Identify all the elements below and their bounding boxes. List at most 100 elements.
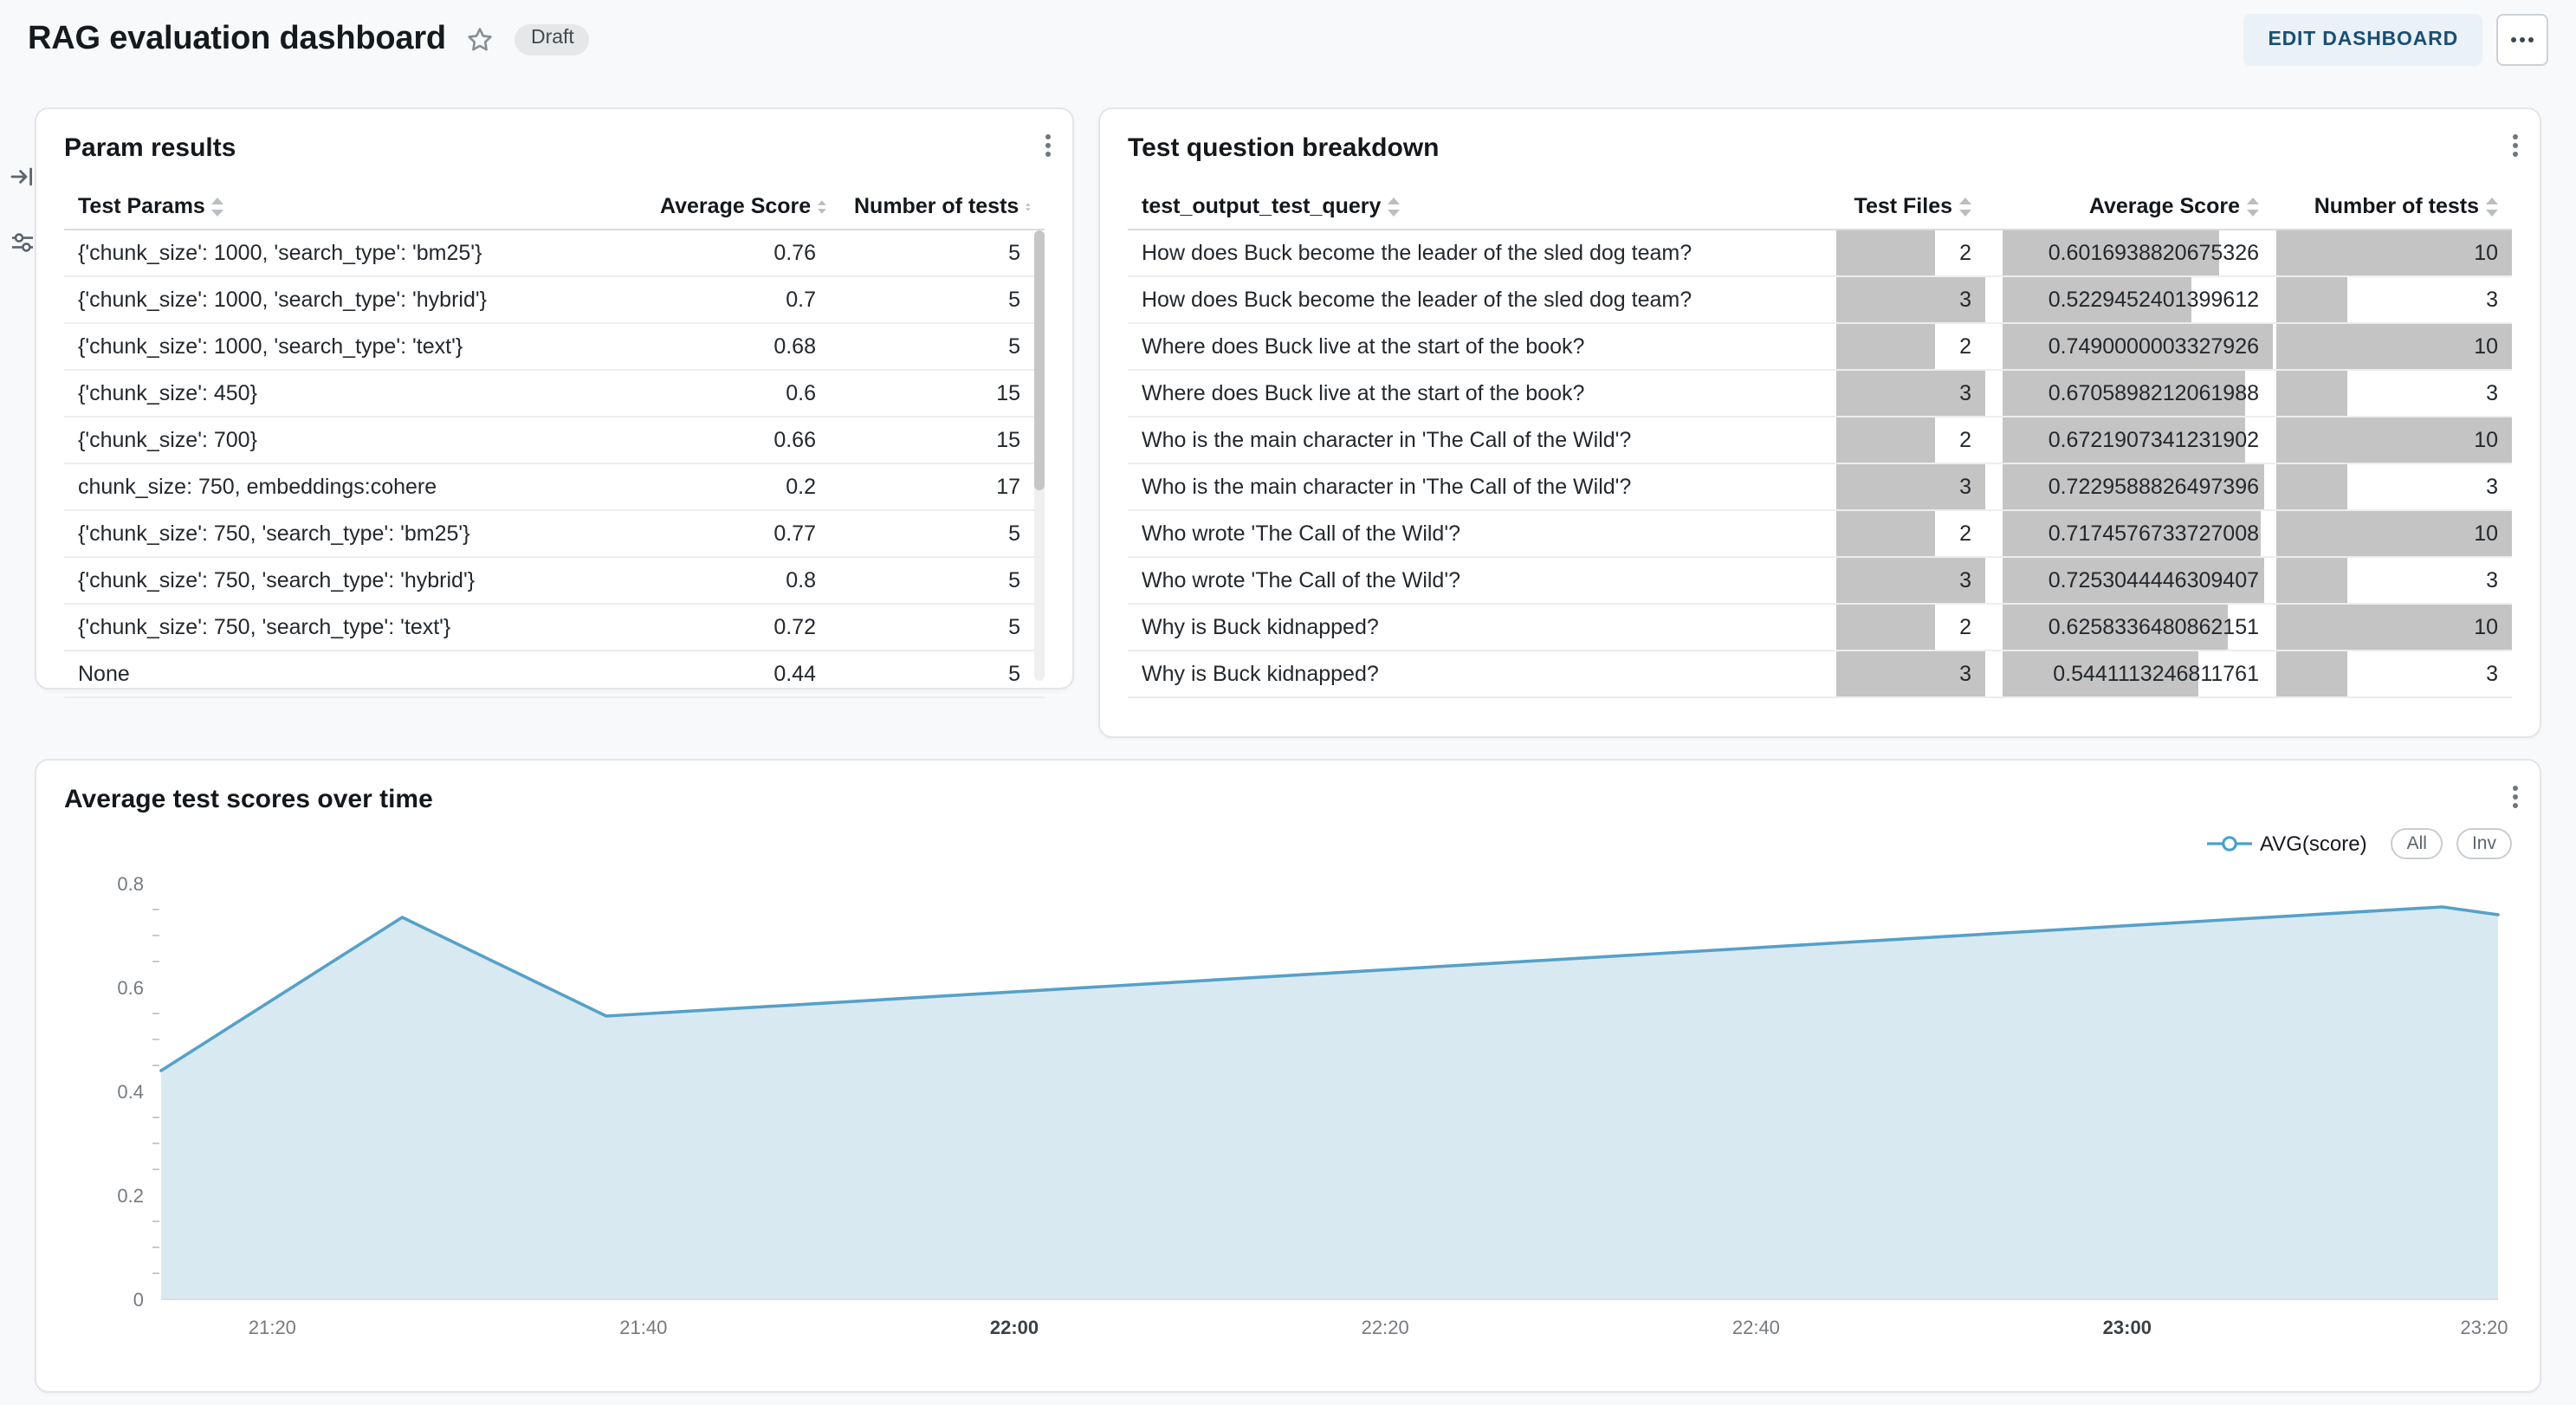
column-header-average-score[interactable]: Average Score	[646, 184, 840, 229]
column-header-test-params[interactable]: Test Params	[64, 184, 646, 229]
column-header-test-files[interactable]: Test Files	[1833, 184, 1985, 229]
cell-value: 2	[1959, 521, 1971, 546]
table-row: How does Buck become the leader of the s…	[1128, 230, 2512, 277]
cell-number-of-tests: 5	[1008, 334, 1020, 359]
param-results-card: Param results Test Params Average Score Nu…	[35, 107, 1074, 698]
cell-number-of-tests: 15	[996, 381, 1020, 405]
table-row: Who wrote 'The Call of the Wild'? 2 0.7174…	[1128, 511, 2512, 558]
data-bar	[1836, 230, 1936, 275]
cell-test-params: {'chunk_size': 750, 'search_type': 'hybr…	[78, 568, 476, 592]
status-badge: Draft	[515, 24, 590, 55]
table-row: Who is the main character in 'The Call o…	[1128, 418, 2512, 464]
cell-test-files: 3	[1833, 277, 1985, 322]
cell-number-of-tests: 3	[2273, 558, 2512, 603]
table-row: {'chunk_size': 700} 0.66 15	[64, 418, 1045, 464]
scores-line-chart: 0 0.2 0.4 0.6 0.8 21:20 21:40 22:00 22:20 22:40 23…	[64, 863, 2512, 1360]
data-bar	[2003, 464, 2264, 509]
kebab-menu-icon[interactable]	[1041, 130, 1055, 161]
expand-panel-icon[interactable]	[5, 159, 40, 199]
data-bar	[2003, 418, 2245, 463]
column-header-average-score[interactable]: Average Score	[1985, 184, 2273, 229]
cell-value: 2	[1959, 241, 1971, 265]
cell-average-score: 0.44	[773, 662, 816, 686]
cell-number-of-tests: 5	[1008, 662, 1020, 686]
cell-number-of-tests: 10	[2273, 511, 2512, 556]
data-bar	[1836, 277, 1985, 322]
star-icon-svg	[469, 28, 493, 51]
cell-number-of-tests: 10	[2273, 230, 2512, 275]
sort-icon	[2486, 197, 2498, 216]
cell-average-score: 0.5441113246811761	[1985, 651, 2273, 696]
cell-test-params: {'chunk_size': 450}	[78, 381, 257, 405]
card-title-question-breakdown: Test question breakdown	[1128, 133, 1440, 163]
cell-test-files: 2	[1833, 230, 1985, 275]
cell-number-of-tests: 3	[2273, 277, 2512, 322]
svg-text:0: 0	[133, 1289, 144, 1311]
table-row: {'chunk_size': 1000, 'search_type': 'tex…	[64, 324, 1045, 371]
data-bar	[2003, 605, 2229, 650]
table-row: Why is Buck kidnapped? 3 0.544111324681176…	[1128, 651, 2512, 698]
star-icon[interactable]	[463, 23, 498, 57]
svg-text:0.4: 0.4	[117, 1081, 144, 1103]
more-options-button[interactable]	[2496, 14, 2548, 66]
cell-value: 2	[1959, 615, 1971, 639]
scrollbar-thumb[interactable]	[1034, 230, 1045, 490]
kebab-menu-icon[interactable]	[2508, 130, 2522, 161]
kebab-dots	[2513, 134, 2518, 157]
card-title-scores-chart: Average test scores over time	[64, 785, 433, 814]
kebab-menu-icon[interactable]	[2508, 781, 2522, 813]
cell-query: Where does Buck live at the start of the…	[1142, 381, 1585, 405]
cell-value: 3	[2486, 662, 2498, 686]
cell-average-score: 0.66	[773, 428, 816, 452]
legend-item-avg-score[interactable]: AVG(score)	[2196, 830, 2378, 858]
column-label: Average Score	[2088, 194, 2240, 218]
page-title: RAG evaluation dashboard	[28, 21, 446, 57]
data-bar	[2276, 230, 2512, 275]
sort-icon	[1388, 197, 1401, 216]
svg-text:23:20: 23:20	[2460, 1317, 2508, 1338]
svg-text:0.6: 0.6	[117, 977, 144, 999]
cell-value: 3	[1959, 568, 1971, 592]
sort-icon	[1026, 202, 1031, 210]
cell-average-score: 0.6258336480862151	[1985, 605, 2273, 650]
data-bar	[2276, 651, 2347, 696]
cell-query: Who is the main character in 'The Call o…	[1142, 428, 1632, 452]
cell-average-score: 0.68	[773, 334, 816, 359]
column-header-number-of-tests[interactable]: Number of tests	[2273, 184, 2512, 229]
cell-average-score: 0.7174576733727008	[1985, 511, 2273, 556]
data-bar	[2276, 605, 2512, 650]
column-label: test_output_test_query	[1142, 194, 1382, 218]
column-header-number-of-tests[interactable]: Number of tests	[840, 184, 1045, 229]
svg-text:23:00: 23:00	[2103, 1317, 2152, 1338]
cell-value: 10	[2474, 521, 2498, 546]
dashboard-header: RAG evaluation dashboard Draft EDIT DASH…	[0, 0, 2576, 80]
cell-value: 0.7174576733727008	[2048, 521, 2259, 546]
cell-query: Why is Buck kidnapped?	[1142, 662, 1379, 686]
cell-average-score: 0.6016938820675326	[1985, 230, 2273, 275]
cell-number-of-tests: 5	[1008, 521, 1020, 546]
table-scrollbar[interactable]	[1034, 230, 1045, 681]
cell-value: 3	[1959, 381, 1971, 405]
table-row: {'chunk_size': 750, 'search_type': 'hybr…	[64, 558, 1045, 605]
svg-text:0.8: 0.8	[117, 873, 144, 895]
table-row: Why is Buck kidnapped? 2 0.625833648086215…	[1128, 605, 2512, 651]
kebab-dots	[1045, 134, 1051, 157]
chart-legend: AVG(score) All Inv	[64, 828, 2512, 859]
edit-dashboard-button[interactable]: EDIT DASHBOARD	[2243, 14, 2482, 66]
cell-average-score: 0.6	[786, 381, 816, 405]
svg-text:22:40: 22:40	[1732, 1317, 1780, 1338]
cell-value: 3	[2486, 381, 2498, 405]
sort-icon	[1959, 197, 1971, 216]
legend-invert-button[interactable]: Inv	[2456, 828, 2512, 859]
filter-icon[interactable]	[5, 225, 40, 265]
cell-test-files: 2	[1833, 605, 1985, 650]
cell-value: 2	[1959, 428, 1971, 452]
column-header-test-output-test-query[interactable]: test_output_test_query	[1128, 184, 1833, 229]
legend-select-all-button[interactable]: All	[2391, 828, 2443, 859]
cell-average-score: 0.7253044446309407	[1985, 558, 2273, 603]
question-table-header: test_output_test_query Test Files Average …	[1128, 184, 2512, 230]
data-bar	[1836, 418, 1936, 463]
cell-number-of-tests: 5	[1008, 241, 1020, 265]
cell-test-files: 3	[1833, 371, 1985, 416]
